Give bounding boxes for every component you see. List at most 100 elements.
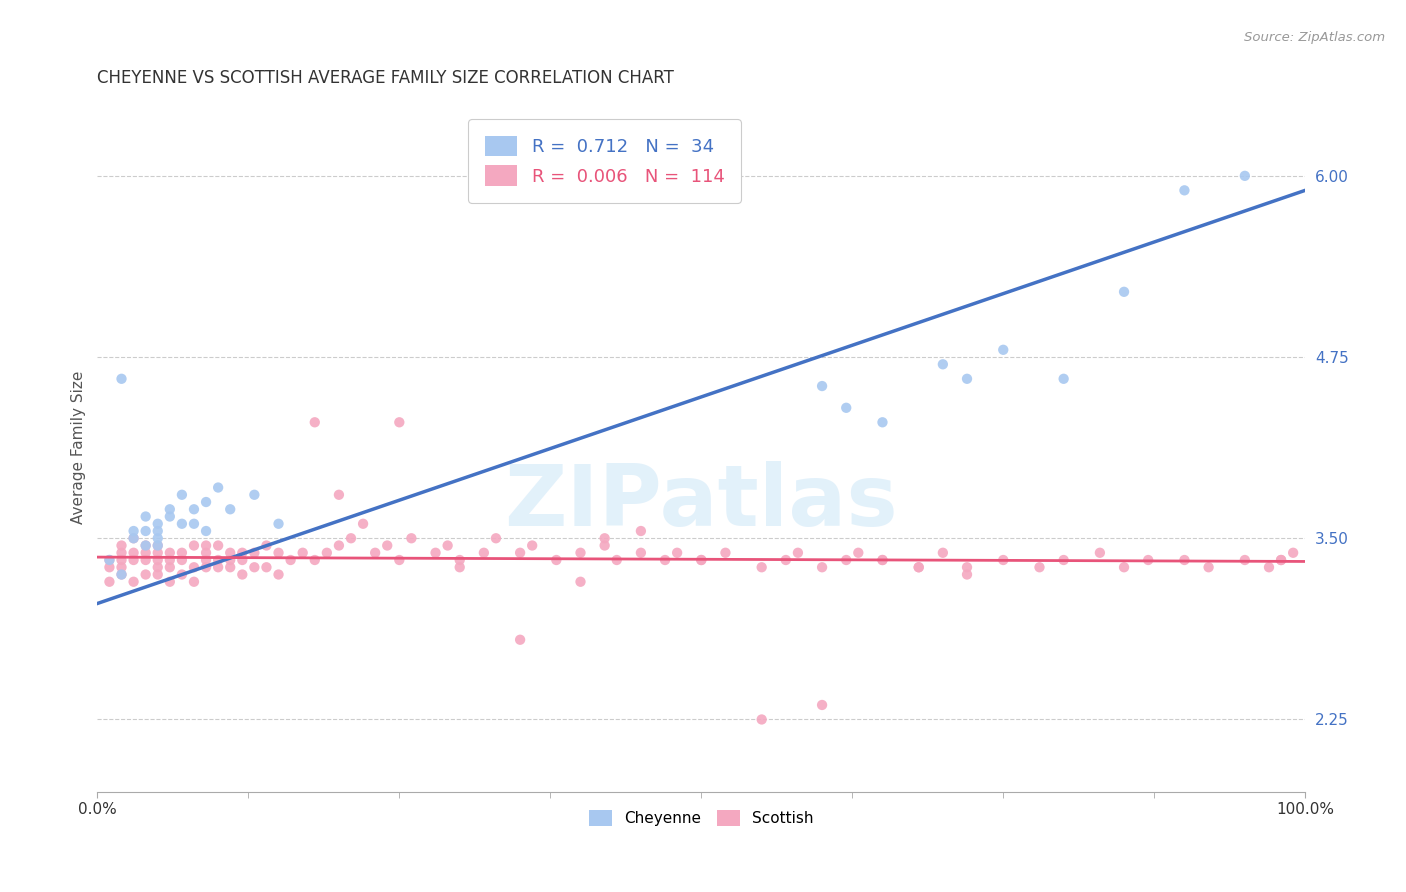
Point (654, 553, 676, 567)
Point (375, 539, 398, 553)
Point (135, 553, 157, 567)
Point (183, 560, 205, 574)
Point (1198, 560, 1220, 574)
Point (993, 553, 1015, 567)
Point (231, 567, 253, 582)
Point (195, 553, 218, 567)
Point (485, 531, 508, 545)
Point (135, 539, 157, 553)
Point (146, 553, 169, 567)
Point (472, 546, 495, 560)
Point (569, 546, 592, 560)
Point (170, 567, 193, 582)
Point (606, 553, 628, 567)
Point (159, 546, 181, 560)
Point (956, 372, 979, 386)
Point (364, 546, 387, 560)
Point (256, 539, 278, 553)
Point (630, 524, 652, 538)
Point (159, 574, 181, 589)
Point (159, 553, 181, 567)
Point (1282, 546, 1305, 560)
Point (714, 546, 737, 560)
Point (183, 502, 205, 516)
Point (932, 546, 955, 560)
Point (195, 524, 218, 538)
Point (135, 524, 157, 538)
Point (159, 509, 181, 524)
Point (388, 553, 411, 567)
Point (509, 546, 531, 560)
Point (159, 560, 181, 574)
Point (219, 502, 242, 516)
Point (170, 488, 193, 502)
Point (690, 553, 713, 567)
Point (231, 546, 253, 560)
Point (146, 546, 169, 560)
Point (1053, 372, 1076, 386)
Point (183, 539, 205, 553)
Point (751, 713, 773, 727)
Point (1112, 560, 1135, 574)
Point (110, 560, 132, 574)
Point (1270, 553, 1292, 567)
Point (122, 531, 145, 545)
Point (932, 357, 955, 371)
Y-axis label: Average Family Size: Average Family Size (72, 371, 86, 524)
Point (146, 560, 169, 574)
Point (401, 531, 423, 545)
Point (135, 539, 157, 553)
Point (146, 516, 169, 531)
Point (956, 567, 979, 582)
Point (159, 502, 181, 516)
Point (835, 553, 858, 567)
Point (1053, 553, 1076, 567)
Point (243, 488, 266, 502)
Point (267, 567, 290, 582)
Point (907, 560, 929, 574)
Point (872, 553, 894, 567)
Point (135, 546, 157, 560)
Point (1258, 560, 1281, 574)
Point (1112, 285, 1135, 299)
Point (219, 546, 242, 560)
Point (122, 574, 145, 589)
Point (1173, 183, 1195, 197)
Point (122, 546, 145, 560)
Point (256, 560, 278, 574)
Point (110, 546, 132, 560)
Point (775, 553, 797, 567)
Legend: Cheyenne, Scottish: Cheyenne, Scottish (583, 805, 820, 832)
Point (993, 343, 1015, 357)
Point (135, 567, 157, 582)
Point (146, 539, 169, 553)
Point (449, 560, 471, 574)
Point (436, 539, 458, 553)
Point (195, 560, 218, 574)
Point (872, 553, 894, 567)
Point (243, 546, 266, 560)
Point (146, 531, 169, 545)
Point (267, 546, 290, 560)
Point (110, 553, 132, 567)
Point (195, 546, 218, 560)
Point (1173, 553, 1195, 567)
Point (340, 531, 363, 545)
Point (425, 546, 447, 560)
Point (98, 574, 121, 589)
Point (449, 553, 471, 567)
Point (183, 574, 205, 589)
Point (122, 524, 145, 538)
Point (1270, 553, 1292, 567)
Point (291, 546, 314, 560)
Point (751, 560, 773, 574)
Point (811, 560, 834, 574)
Point (787, 546, 810, 560)
Point (122, 531, 145, 545)
Point (195, 495, 218, 509)
Point (207, 560, 229, 574)
Point (110, 539, 132, 553)
Point (110, 372, 132, 386)
Point (569, 574, 592, 589)
Point (846, 546, 869, 560)
